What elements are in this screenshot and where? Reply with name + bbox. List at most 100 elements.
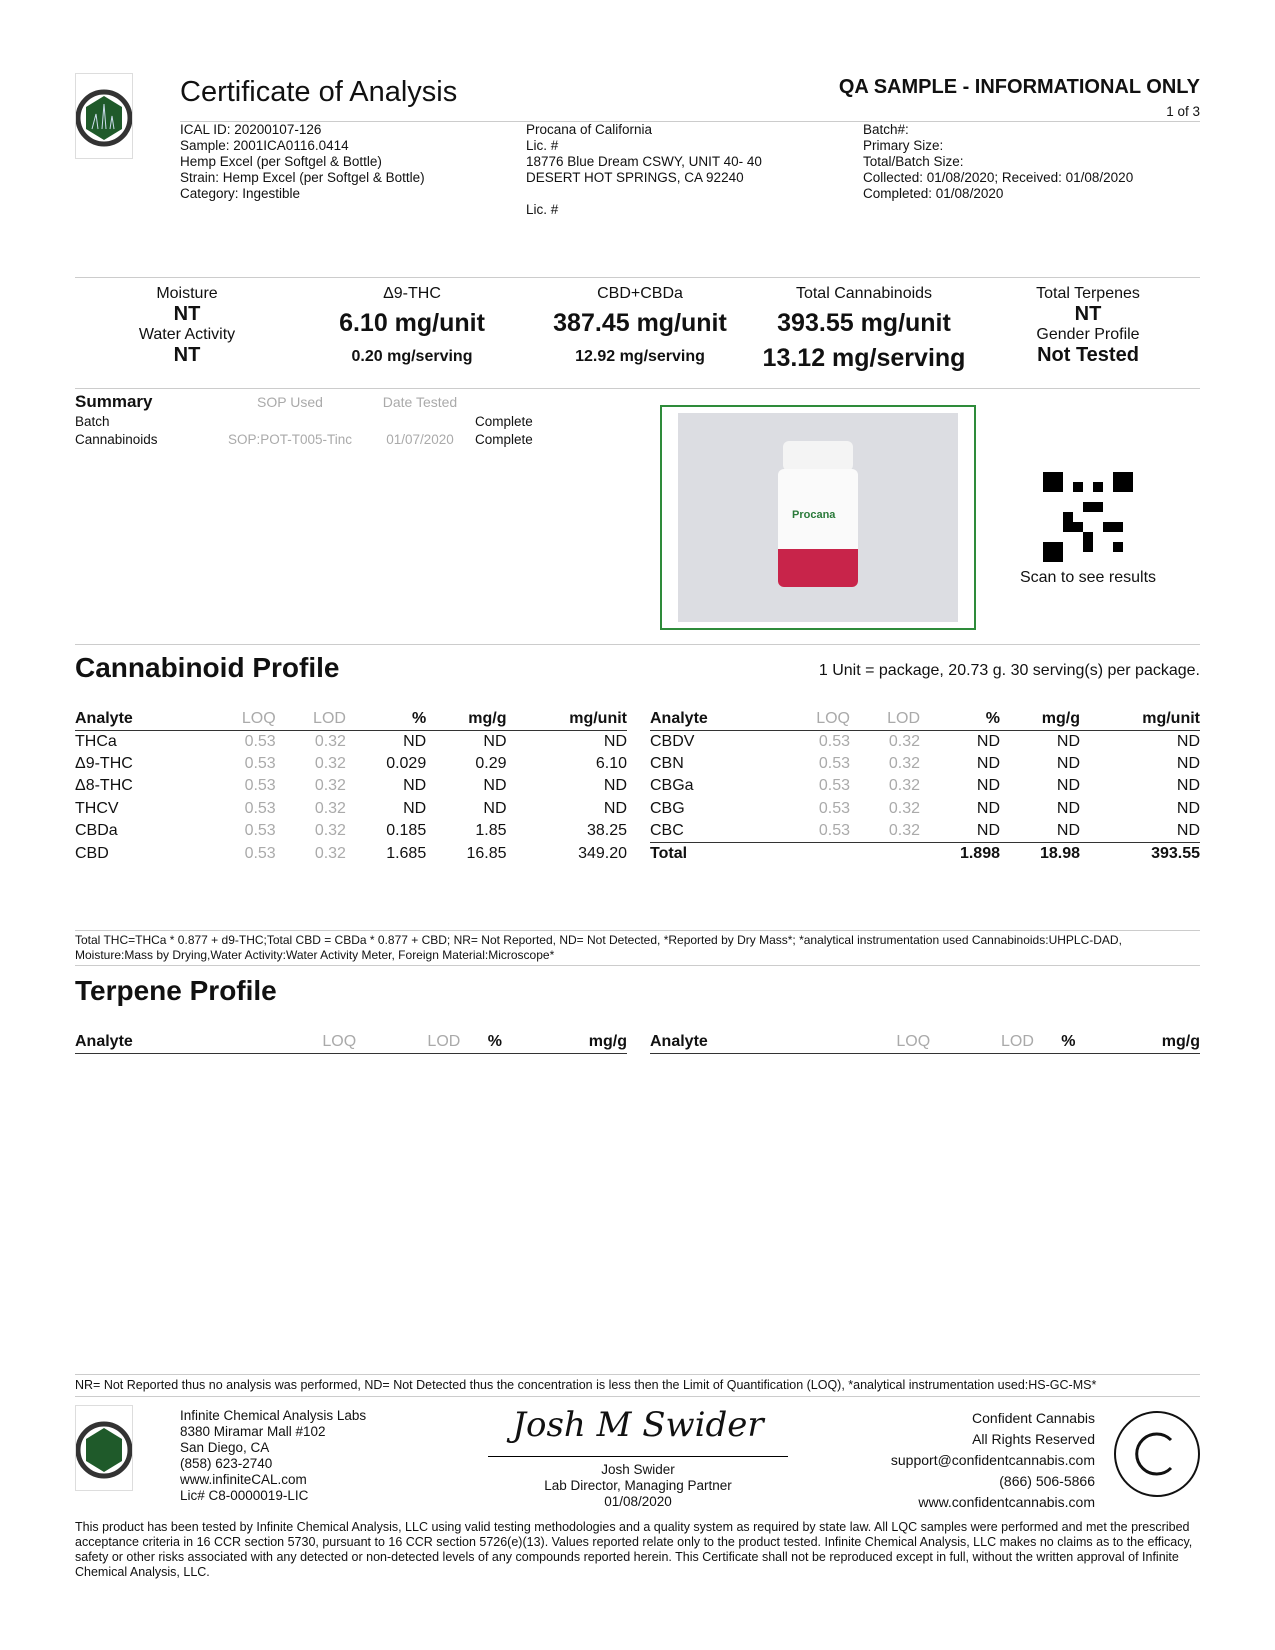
cell: Batch [75,414,110,429]
cbd-stat: CBD+CBDa 387.45 mg/unit 12.92 mg/serving [530,285,750,366]
cell: ND [1176,777,1200,795]
value: Not Tested [1037,344,1139,366]
cell: 0.32 [314,822,346,840]
value: 387.45 mg/unit [553,309,727,337]
cell: ND [1176,754,1200,772]
cell: 0.32 [888,799,920,817]
ical-logo [75,73,133,159]
cell: 1.85 [475,822,507,840]
cell: 0.32 [888,754,920,772]
cell: ND [976,754,1000,772]
cell: THCV [75,799,119,817]
cell: 0.53 [818,754,850,772]
cell: 18.98 [1000,842,1080,865]
cell: 0.32 [314,799,346,817]
terpene-note: NR= Not Reported thus no analysis was pe… [75,1378,1097,1392]
text: Batch#: [863,122,909,137]
text: Lic# C8-0000019-LIC [180,1488,309,1503]
cell: ND [976,732,1000,750]
text: Strain: Hemp Excel (per Softgel & Bottle… [180,170,425,185]
cell: 0.29 [475,754,507,772]
qr-code[interactable] [1043,472,1133,565]
signer: Josh Swider Lab Director, Managing Partne… [488,1462,788,1510]
cell: 0.53 [244,777,276,795]
text: All Rights Reserved [972,1431,1095,1447]
cell [850,842,920,865]
text: Lab Director, Managing Partner [544,1478,732,1493]
cell: ND [1056,732,1080,750]
cannabinoid-note: Total THC=THCa * 0.877 + d9-THC;Total CB… [75,933,1122,962]
cell: SOP:POT-T005-Tinc [227,432,353,447]
cannabinoid-table-right: Analyte LOQ LOD% mg/g mg/unit CBDV 0.53 0.32 ND N… [650,708,1200,865]
cell: 0.32 [888,732,920,750]
text: Category: Ingestible [180,186,301,201]
text: Lic. # [526,138,559,153]
cell: Total [650,842,790,865]
cell: ND [1176,799,1200,817]
text: 01/08/2020 [604,1494,672,1509]
label: Gender Profile [1036,326,1140,343]
cell: 0.53 [818,799,850,817]
value: 12.92 mg/serving [575,348,705,365]
text: Sample: 2001ICA0116.0414 [180,138,349,153]
table-row: THCa 0.53 0.32 ND ND ND [75,730,627,753]
cell: 0.029 [386,754,427,772]
col-header: LOQ [826,1031,931,1054]
cell: ND [1176,732,1200,750]
cell: CBC [650,822,684,839]
terpene-table-left: Analyte LOQ LOD% mg/g [75,1031,627,1054]
cell: ND [1056,799,1080,817]
table-row: CBGa 0.53 0.32 ND ND ND [650,775,1200,798]
text: San Diego, CA [180,1440,270,1455]
col-header: LOD [850,708,920,731]
page-title: Certificate of Analysis [180,76,458,108]
cell: Cannabinoids [75,432,158,447]
cell: CBDV [650,732,695,750]
value: 13.12 mg/serving [762,344,966,372]
cell: 349.20 [578,844,627,862]
text: Completed: 01/08/2020 [863,186,1004,201]
col-header: LOQ [252,1031,357,1054]
sample-info: ICAL ID: 20200107-126 Sample: 2001ICA0116… [180,122,425,202]
moisture-stat: Moisture NT Water Activity NT [77,285,297,367]
label: Total Cannabinoids [795,285,933,302]
text: Lic. # [526,202,559,217]
cell: ND [1056,754,1080,772]
col-header: mg/unit [1080,708,1200,731]
col-header: mg/g [426,708,507,731]
table-row: CBD 0.53 0.32 1.685 16.85 349.20 [75,843,627,866]
text: Confident Cannabis [972,1410,1095,1426]
cell: ND [976,799,1000,817]
cell: 0.53 [244,732,276,750]
text: www.infiniteCAL.com [180,1472,307,1487]
text[interactable]: support@confidentcannabis.com [890,1452,1095,1468]
col-header: mg/g [1000,708,1080,731]
col-header: LOQ [790,708,850,731]
text: Josh Swider [601,1462,675,1477]
table-row: CBDV 0.53 0.32 ND ND ND [650,730,1200,753]
client-info: Procana of California Lic. #18776 Blue Dr… [526,122,762,218]
lab-address: Infinite Chemical Analysis Labs 8380 Mira… [180,1408,366,1504]
product-image: Procana [660,405,976,630]
cell: 0.53 [818,822,850,839]
cell: Complete [475,414,533,429]
total-cannabinoids-stat: Total Cannabinoids 393.55 mg/unit 13.12 mg… [754,285,974,373]
cell: 0.53 [244,754,276,772]
value: 6.10 mg/unit [339,309,485,337]
text: Hemp Excel (per Softgel & Bottle) [180,154,382,169]
text: (866) 506-5866 [999,1473,1095,1489]
qr-caption: Scan to see results [1019,569,1157,586]
value: NT [1074,303,1102,325]
cc-info: Confident Cannabis All Rights Reserved sup… [891,1408,1095,1513]
cell: 01/07/2020 [386,432,454,447]
text[interactable]: www.confidentcannabis.com [918,1494,1095,1510]
cell: 0.53 [818,732,850,750]
table-row: CBN 0.53 0.32 ND ND ND [650,753,1200,776]
cell: 0.53 [244,844,276,862]
summary-title: Summary [75,392,153,411]
cell: ND [603,799,627,817]
col-header: LOD [275,708,346,731]
cell: Δ9-THC [75,754,133,772]
product-brand: Procana [792,509,836,521]
col-header: SOP Used [257,394,323,410]
